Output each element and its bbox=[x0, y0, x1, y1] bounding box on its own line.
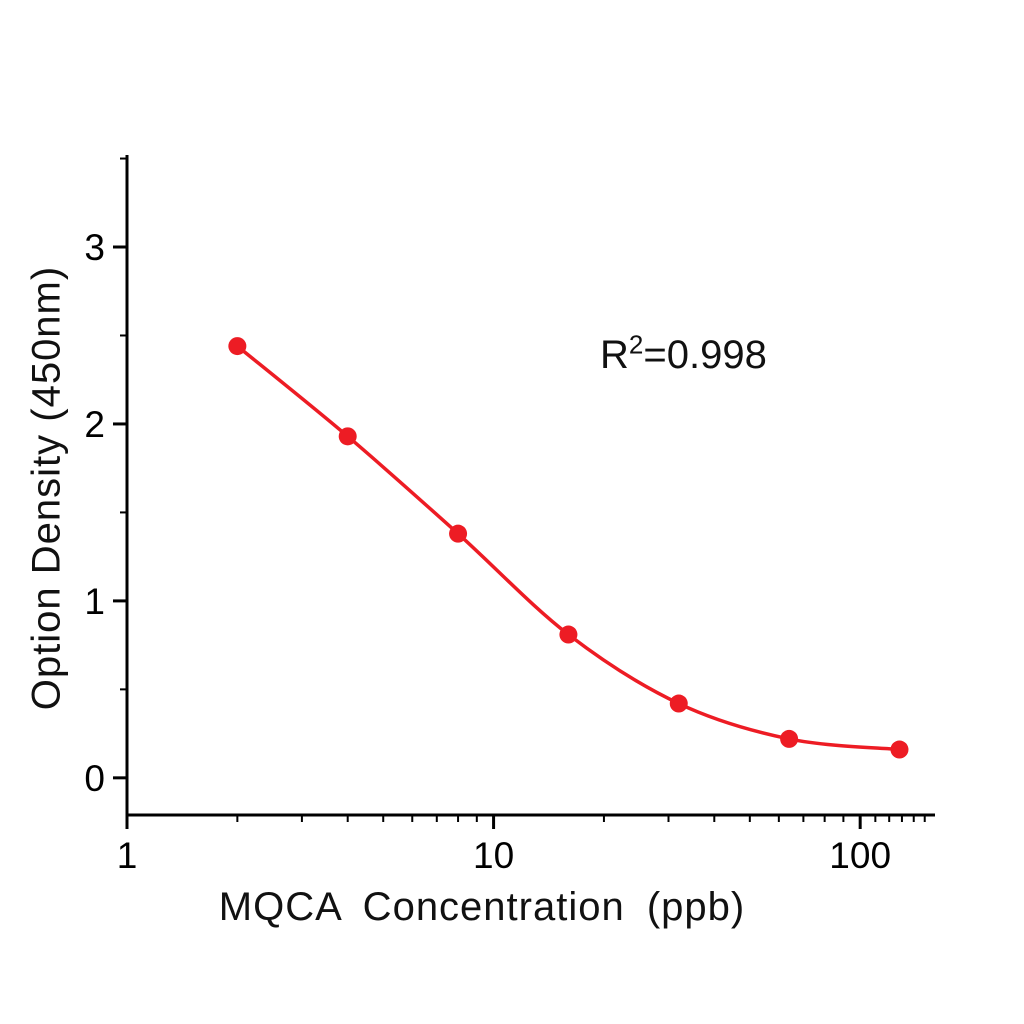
data-point bbox=[890, 740, 909, 759]
x-tick-label: 10 bbox=[473, 835, 514, 876]
x-tick-label: 100 bbox=[829, 835, 891, 876]
r-squared-exponent: 2 bbox=[628, 329, 644, 360]
r-squared-annotation: R2=0.998 bbox=[600, 329, 767, 378]
data-point bbox=[780, 729, 799, 748]
data-point bbox=[669, 694, 688, 713]
r-squared-value: =0.998 bbox=[643, 333, 767, 377]
data-point bbox=[228, 337, 247, 356]
y-tick-label: 2 bbox=[84, 404, 105, 445]
x-axis-title: MQCA Concentration (ppb) bbox=[218, 885, 746, 929]
data-point bbox=[338, 427, 357, 446]
x-tick-label: 1 bbox=[117, 835, 138, 876]
fit-curve bbox=[235, 344, 902, 752]
y-tick-label: 3 bbox=[84, 227, 105, 268]
y-axis-title: Option Density (450nm) bbox=[24, 265, 69, 711]
r-squared-base: R bbox=[600, 333, 629, 377]
y-tick-label: 1 bbox=[84, 581, 105, 622]
y-tick-label: 0 bbox=[84, 758, 105, 799]
data-point bbox=[449, 524, 468, 543]
data-point bbox=[559, 625, 578, 644]
